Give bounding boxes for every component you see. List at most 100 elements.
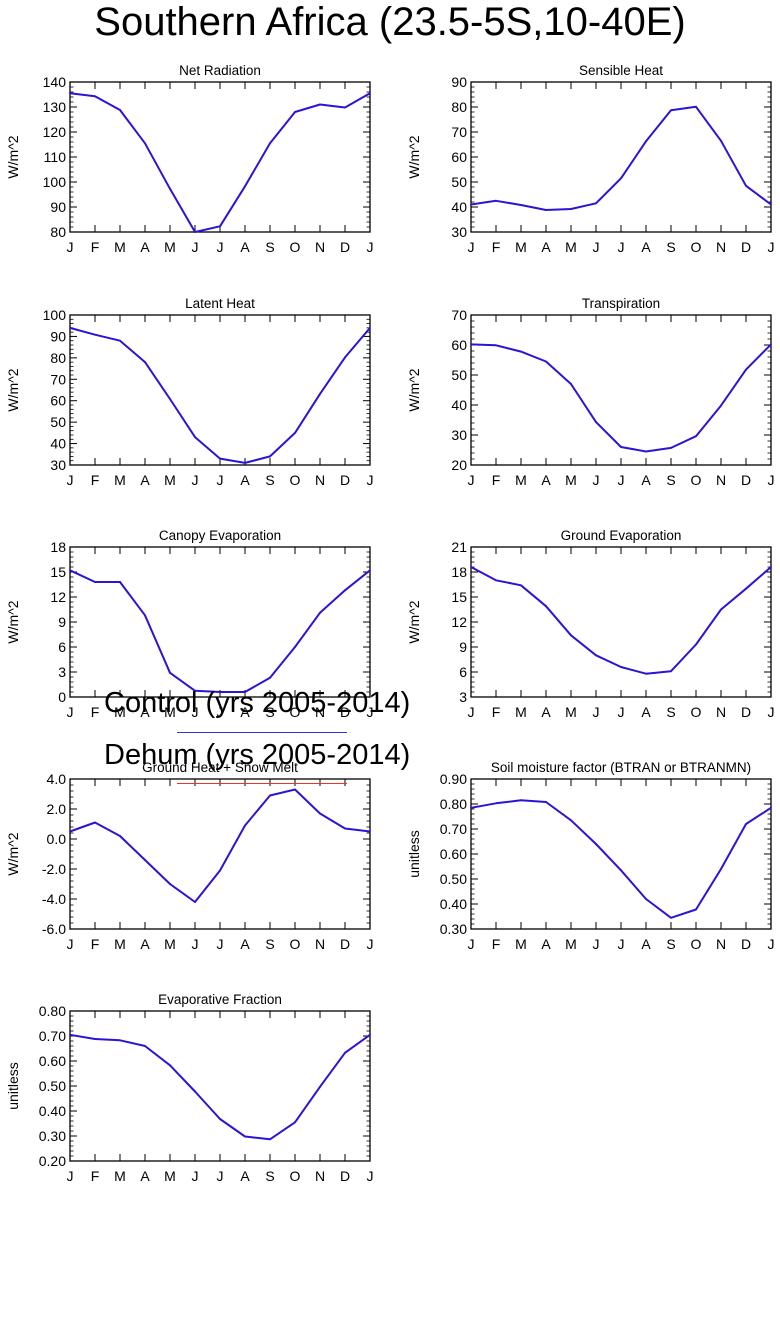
y-axis-label: unitless [406,830,422,877]
x-tick-label: O [691,936,702,952]
x-tick-label: J [67,239,74,255]
x-tick-label: M [515,704,527,720]
data-point [319,104,321,106]
data-point [520,799,522,801]
x-tick-label: J [468,704,475,720]
data-point [745,369,747,371]
y-tick-label: 0.30 [440,921,467,937]
x-tick-label: M [164,239,176,255]
x-tick-label: J [618,239,625,255]
data-point [545,361,547,363]
data-point [169,883,171,885]
data-point [119,340,121,342]
data-point [369,569,371,571]
x-tick-label: A [541,239,551,255]
data-point [144,859,146,861]
y-tick-label: 50 [50,414,66,430]
y-tick-label: 20 [451,457,467,473]
x-tick-label: A [641,472,651,488]
x-tick-label: J [192,936,199,952]
y-tick-label: 40 [451,199,467,215]
y-tick-label: 3 [459,689,467,705]
data-point [269,456,271,458]
data-point [470,807,472,809]
series-line-0 [471,567,771,674]
y-tick-label: 60 [451,149,467,165]
x-tick-label: J [593,704,600,720]
x-tick-label: J [67,472,74,488]
y-tick-label: 40 [50,436,66,452]
data-point [645,140,647,142]
series-line-0 [70,93,370,232]
x-tick-label: S [666,239,675,255]
x-tick-label: S [265,472,274,488]
data-point [369,92,371,94]
data-point [720,405,722,407]
data-point [294,111,296,113]
y-tick-label: 0.70 [39,1028,66,1044]
x-tick-label: O [691,239,702,255]
data-point [620,177,622,179]
y-tick-label: 100 [43,174,67,190]
x-tick-label: O [691,472,702,488]
data-point [244,185,246,187]
x-tick-label: J [768,239,775,255]
data-point [169,1064,171,1066]
legend-label-dehum: Dehum (yrs 2005-2014) [104,738,434,772]
x-tick-label: M [164,1168,176,1184]
data-point [645,898,647,900]
chart-title: Transpiration [582,296,660,311]
y-tick-label: 80 [50,350,66,366]
y-axis-label: unitless [5,1062,21,1109]
y-tick-label: 15 [451,589,467,605]
data-point [94,581,96,583]
y-tick-label: 0.60 [440,846,467,862]
x-tick-label: S [666,936,675,952]
y-tick-label: 0 [58,689,66,705]
x-tick-label: M [515,936,527,952]
y-tick-label: 0.40 [440,896,467,912]
plot-frame [70,315,370,465]
y-tick-label: 50 [451,174,467,190]
y-tick-label: 12 [50,589,66,605]
x-tick-label: O [290,1168,301,1184]
x-tick-label: D [340,1168,350,1184]
data-point [520,204,522,206]
data-point [144,142,146,144]
data-point [69,92,71,94]
x-tick-label: M [114,1168,126,1184]
x-tick-label: F [492,936,501,952]
y-tick-label: 70 [451,307,467,323]
x-tick-label: M [515,239,527,255]
data-point [620,666,622,668]
y-tick-label: 60 [451,337,467,353]
y-tick-label: 18 [451,564,467,580]
chart-title: Canopy Evaporation [159,528,281,543]
data-point [269,142,271,144]
x-tick-label: J [593,239,600,255]
series-line-0 [471,800,771,918]
x-tick-label: M [565,472,577,488]
y-tick-label: 3 [58,664,66,680]
plot-frame [471,82,771,232]
y-axis-label: W/m^2 [406,368,422,411]
series-line-0 [471,107,771,210]
data-point [294,1121,296,1123]
x-tick-label: J [468,239,475,255]
data-point [144,614,146,616]
chart-title: Ground Evaporation [561,528,682,543]
x-tick-label: D [741,704,751,720]
data-point [94,334,96,336]
legend-line-dehum [177,783,347,784]
x-tick-label: J [67,704,74,720]
x-tick-label: J [192,239,199,255]
data-point [545,209,547,211]
y-tick-label: 0.50 [39,1078,66,1094]
x-tick-label: S [265,239,274,255]
data-point [294,789,296,791]
x-tick-label: M [565,936,577,952]
x-tick-label: N [315,239,325,255]
data-point [670,917,672,919]
data-point [344,589,346,591]
